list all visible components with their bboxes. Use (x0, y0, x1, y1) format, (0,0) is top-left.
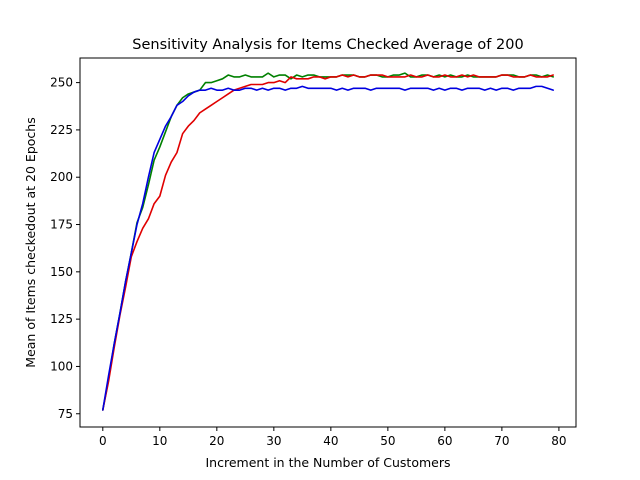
x-tick-label: 10 (152, 434, 167, 448)
y-tick-label: 75 (58, 407, 73, 421)
x-tick-label: 30 (266, 434, 281, 448)
y-tick-label: 200 (50, 170, 73, 184)
x-tick-label: 20 (209, 434, 224, 448)
y-axis-ticks: 75 100 125 150 175 200 225 250 (50, 76, 80, 421)
y-axis-label: Mean of Items checkedout at 20 Epochs (23, 117, 38, 367)
plot-series (102, 72, 555, 411)
chart-title: Sensitivity Analysis for Items Checked A… (132, 37, 523, 53)
x-tick-label: 0 (99, 434, 107, 448)
x-tick-label: 70 (494, 434, 509, 448)
y-tick-label: 150 (50, 265, 73, 279)
y-tick-label: 100 (50, 359, 73, 373)
x-tick-label: 60 (437, 434, 452, 448)
plot-frame (79, 57, 577, 428)
x-tick-label: 80 (551, 434, 566, 448)
y-tick-label: 125 (50, 312, 73, 326)
series-line (102, 74, 555, 411)
series-line (102, 72, 555, 411)
y-tick-label: 250 (50, 76, 73, 90)
x-tick-label: 50 (380, 434, 395, 448)
x-axis-label: Increment in the Number of Customers (206, 455, 451, 470)
x-axis-ticks: 0 10 20 30 40 50 60 70 80 (99, 427, 567, 448)
x-tick-label: 40 (323, 434, 338, 448)
y-tick-label: 225 (50, 123, 73, 137)
y-tick-label: 175 (50, 218, 73, 232)
series-line (102, 85, 555, 411)
